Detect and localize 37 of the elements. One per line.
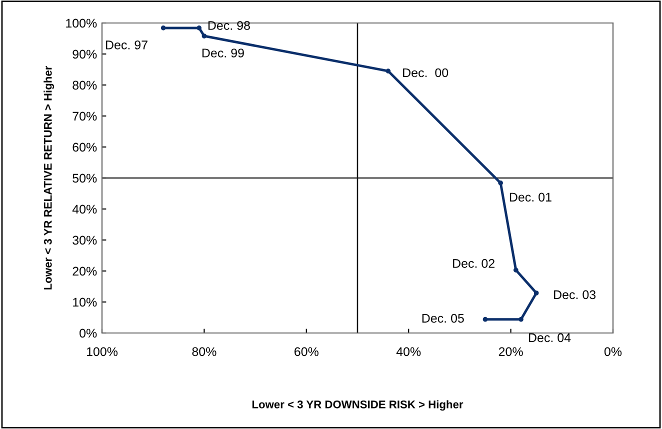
y-tick-label: 80% xyxy=(72,80,97,90)
point xyxy=(482,316,488,322)
annotation: Dec. 99 xyxy=(202,48,244,58)
y-tick-label: 30% xyxy=(72,236,97,245)
point xyxy=(196,26,202,30)
x-tick-label: 60% xyxy=(294,347,318,356)
x-tick-label: 100% xyxy=(86,347,118,356)
point xyxy=(534,290,539,296)
point xyxy=(202,34,207,38)
y-tick-label: 100% xyxy=(66,18,97,28)
x-tick-label: 20% xyxy=(498,347,523,356)
x-tick-label: 40% xyxy=(396,347,421,356)
annotation: Dec. 00 xyxy=(403,68,448,78)
y-tick-label: 90% xyxy=(72,50,97,59)
y-tick-label: 20% xyxy=(72,266,97,276)
annotation: Dec. 98 xyxy=(208,21,250,30)
annotation: Dec. 97 xyxy=(106,40,148,50)
x-tick-label: 0% xyxy=(604,347,622,356)
x-tick-label: 80% xyxy=(192,347,216,356)
y-axis-title: Lower < 3 YR RELATIVE RETURN > Higher xyxy=(44,66,54,290)
y-tick-label: 60% xyxy=(72,142,97,152)
annotation: Dec. 05 xyxy=(422,314,464,323)
point xyxy=(498,180,504,186)
annotation: Dec. 03 xyxy=(554,290,596,300)
point xyxy=(513,268,518,272)
point xyxy=(160,26,166,30)
annotation: Dec. 04 xyxy=(528,333,571,342)
point xyxy=(518,316,524,322)
y-tick-label: 50% xyxy=(72,174,97,183)
annotation: Dec. 02 xyxy=(453,259,494,268)
point xyxy=(386,68,391,74)
y-tick-label: 10% xyxy=(73,298,97,307)
y-tick-label: 70% xyxy=(72,112,97,121)
x-axis-title: Lower < 3 YR DOWNSIDE RISK > Higher xyxy=(252,400,464,411)
annotation: Dec. 01 xyxy=(510,192,552,202)
y-tick-label: 40% xyxy=(72,204,97,214)
y-tick-label: 0% xyxy=(80,328,97,338)
